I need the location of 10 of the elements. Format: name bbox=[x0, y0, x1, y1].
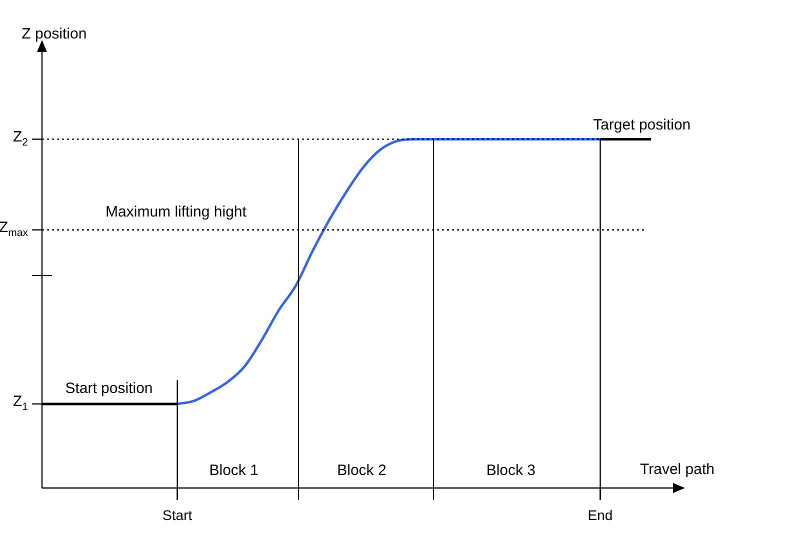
annotation: Maximum lifting hight bbox=[106, 204, 248, 221]
x-tick-label: End bbox=[588, 506, 613, 523]
annotation: Block 1 bbox=[209, 462, 258, 480]
annotation: Block 3 bbox=[486, 462, 536, 480]
x-tick-label: Start bbox=[162, 506, 192, 523]
annotation: Block 2 bbox=[337, 462, 386, 480]
text: Target position bbox=[593, 116, 691, 134]
annotation: Start position bbox=[65, 380, 153, 398]
text: Z position bbox=[22, 26, 87, 43]
x-axis-title: Travel path bbox=[640, 461, 714, 478]
